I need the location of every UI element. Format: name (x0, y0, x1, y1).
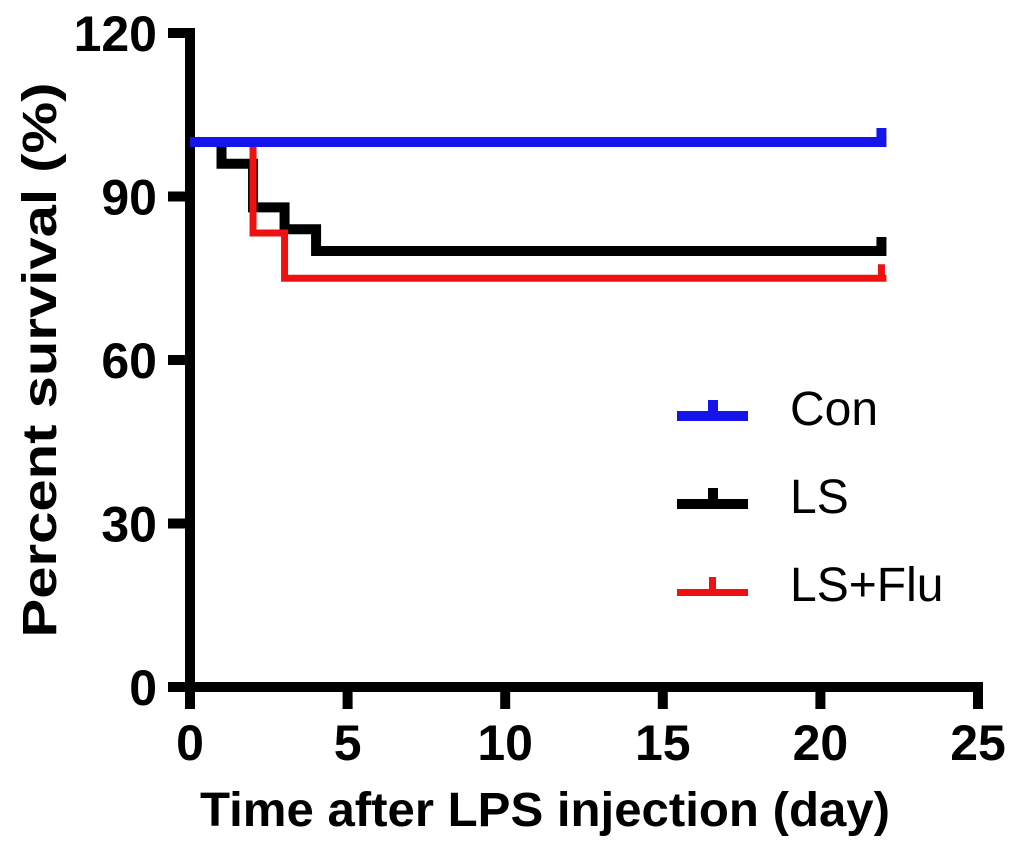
censor-tick-icon (709, 576, 716, 589)
legend-item-ls-flu: LS+Flu (677, 557, 943, 615)
legend-marker-con (677, 399, 748, 421)
legend-label-ls-flu: LS+Flu (790, 559, 944, 612)
x-tick-label: 15 (635, 715, 691, 771)
axes-layer: 0 30 60 90 120 0 5 10 15 20 25 (74, 6, 1006, 771)
y-tick-label: 120 (74, 6, 157, 62)
y-axis-title: Percent survival (%) (14, 83, 67, 638)
y-tick-label: 90 (101, 170, 157, 226)
line-swatch-icon (677, 410, 748, 421)
y-tick-label: 0 (129, 660, 157, 716)
x-tick-label: 10 (477, 715, 533, 771)
x-axis-title: Time after LPS injection (day) (200, 784, 890, 837)
legend-marker-ls-flu (677, 576, 748, 596)
legend-label-ls: LS (790, 471, 849, 524)
legend-item-con: Con (677, 381, 943, 439)
line-swatch-icon (677, 588, 748, 596)
x-tick-label: 20 (793, 715, 849, 771)
y-tick-label: 30 (101, 497, 157, 553)
legend-item-ls: LS (677, 469, 943, 527)
x-tick-label: 25 (950, 715, 1006, 771)
legend-label-con: Con (790, 383, 879, 436)
y-tick-label: 60 (101, 333, 157, 389)
legend-marker-ls (677, 487, 748, 509)
x-tick-label: 5 (334, 715, 362, 771)
x-tick-label: 0 (176, 715, 204, 771)
censor-tick-icon (707, 487, 718, 499)
series-line-LS (190, 137, 887, 256)
series-line-LS+Flu (190, 138, 887, 282)
series-layer (190, 128, 887, 282)
censor-tick-icon (707, 399, 718, 411)
legend: Con LS LS+Flu (677, 381, 943, 645)
line-swatch-icon (677, 498, 748, 509)
